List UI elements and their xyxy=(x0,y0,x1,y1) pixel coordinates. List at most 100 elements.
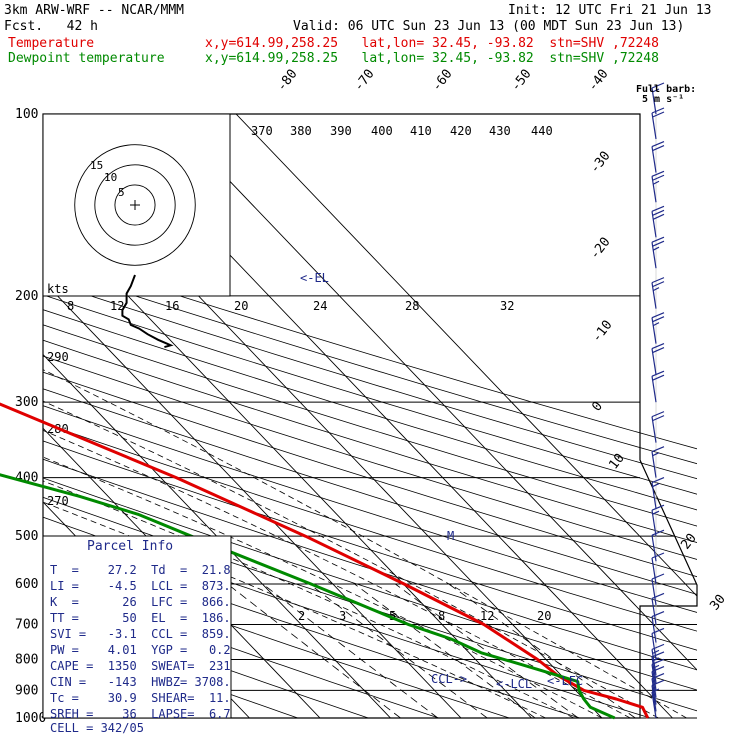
dry-adiabat xyxy=(43,114,697,718)
mixing-ratio-line xyxy=(448,583,636,718)
wind-barb xyxy=(651,685,657,712)
pressure-tick-label: 700 xyxy=(15,617,38,632)
isotherm-label: -60 xyxy=(429,67,455,95)
init-time: Init: 12 UTC Fri 21 Jun 13 xyxy=(508,3,712,18)
level-annotation: <-LFC xyxy=(547,674,583,688)
model-name: 3km ARW-WRF -- NCAR/MMM xyxy=(4,3,185,18)
dewpoint-location: x,y=614.99,258.25 lat,lon= 32.45, -93.82… xyxy=(205,51,659,66)
isotherm-line xyxy=(43,114,391,718)
wind-barb xyxy=(651,451,657,478)
hodograph-speed-label: 20 xyxy=(234,299,248,313)
isotherm-label: -80 xyxy=(274,67,300,95)
mixing-ratio-line xyxy=(309,583,488,718)
wind-barb-flag xyxy=(651,205,665,212)
wind-barb-flag xyxy=(652,111,665,118)
wind-barb-flag xyxy=(652,482,660,488)
wind-barb xyxy=(651,535,657,562)
parcel-row: SREH = 36 LAPSE= 6.7 xyxy=(50,707,231,721)
dry-adiabat-label: 430 xyxy=(489,124,511,138)
wind-barb-flag xyxy=(652,246,660,251)
dry-adiabat xyxy=(43,114,697,718)
parcel-row: LI = -4.5 LCL = 873. xyxy=(50,579,231,593)
dry-adiabat xyxy=(43,114,697,718)
wind-barb-flag xyxy=(651,342,665,350)
isotherm-label: -40 xyxy=(585,67,611,95)
wind-barb xyxy=(651,649,657,676)
wind-barb-flag xyxy=(652,281,665,288)
hodograph-ring xyxy=(114,184,156,226)
hodograph-speed-label: 32 xyxy=(500,299,514,313)
dry-adiabat xyxy=(43,114,697,718)
wind-barb-flag xyxy=(652,415,665,422)
isotherm-label: -30 xyxy=(587,149,613,177)
wind-barb-flag xyxy=(652,174,665,181)
hodograph-ring-label: 15 xyxy=(90,159,103,172)
wind-barb xyxy=(651,376,657,403)
wind-barb-flag xyxy=(652,209,665,216)
wind-barb-flag xyxy=(652,346,665,354)
dry-adiabat xyxy=(43,114,697,718)
wind-barb-flag xyxy=(651,236,665,243)
dry-adiabat-label: 370 xyxy=(251,124,273,138)
dry-adiabat-label: 440 xyxy=(531,124,553,138)
temperature-trace xyxy=(0,402,650,719)
mixing-ratio-label: 20 xyxy=(537,609,551,623)
wind-barb-flag xyxy=(651,529,665,536)
temperature-legend: Temperature xyxy=(8,36,95,51)
wind-barb xyxy=(651,691,657,719)
wind-barb-flag xyxy=(652,287,660,292)
dry-adiabat xyxy=(43,114,697,718)
dry-adiabat xyxy=(43,114,478,718)
dry-adiabat-label: 270 xyxy=(47,494,69,508)
valid-time: Valid: 06 UTC Sun 23 Jun 13 (00 MDT Sun … xyxy=(293,19,685,34)
dry-adiabat-label: 410 xyxy=(410,124,432,138)
pressure-tick-label: 300 xyxy=(15,395,38,410)
hodograph-ring xyxy=(74,144,196,266)
wind-barb-flag xyxy=(651,476,665,484)
wind-barb-flag xyxy=(651,312,665,319)
parcel-row: CIN = -143 HWBZ= 3708. xyxy=(50,675,231,689)
mixing-ratio-label: 2 xyxy=(298,609,305,623)
wind-barb-flag xyxy=(652,213,665,220)
dry-adiabat-label: 400 xyxy=(371,124,393,138)
wind-barb xyxy=(651,282,657,309)
wind-barb-flag xyxy=(651,504,665,511)
mixing-ratio-line xyxy=(262,583,439,718)
dry-adiabat xyxy=(43,114,697,718)
hodograph-speed-label: 16 xyxy=(165,299,179,313)
level-annotation: CCL-> xyxy=(431,672,467,686)
parcel-row: CELL = 342/05 xyxy=(50,721,144,735)
hodograph-ring xyxy=(94,164,176,246)
wind-barb xyxy=(651,482,657,509)
wind-barb xyxy=(651,671,657,698)
wind-barb xyxy=(651,616,657,643)
wind-barb-flag xyxy=(651,573,665,580)
wind-barb-flag xyxy=(651,411,665,418)
dry-adiabat-label: 290 xyxy=(47,350,69,364)
parcel-row: SVI = -3.1 CCL = 859. xyxy=(50,627,231,641)
wind-barb xyxy=(651,578,657,606)
wind-barb xyxy=(651,416,657,443)
level-annotation: <-EL xyxy=(300,271,329,285)
hodograph-ring-label: 5 xyxy=(118,186,125,199)
pressure-tick-label: 100 xyxy=(15,107,38,122)
wind-barb-flag xyxy=(652,88,660,93)
isotherm-label: -20 xyxy=(587,235,613,263)
hodograph-speed-label: 28 xyxy=(405,299,419,313)
isotherm-label: -70 xyxy=(351,67,377,95)
dry-adiabat xyxy=(43,114,697,718)
parcel-row: K = 26 LFC = 866. xyxy=(50,595,231,609)
wind-barb-legend: Full barb: xyxy=(636,84,697,95)
mixing-ratio-label: 12 xyxy=(480,609,494,623)
wind-barb-unit: 5 m s⁻¹ xyxy=(642,94,685,105)
wind-barb-flag xyxy=(651,82,665,89)
dry-adiabat-label: 390 xyxy=(330,124,352,138)
dry-adiabat xyxy=(43,114,407,718)
isotherm-line xyxy=(165,114,697,718)
mixing-ratio-label: 3 xyxy=(339,609,346,623)
wind-barb-flag xyxy=(652,649,660,654)
dry-adiabat-label: 420 xyxy=(450,124,472,138)
dry-adiabat xyxy=(43,114,697,718)
isotherm-label: -50 xyxy=(508,67,534,95)
hodograph-speed-label: kts xyxy=(47,282,69,296)
